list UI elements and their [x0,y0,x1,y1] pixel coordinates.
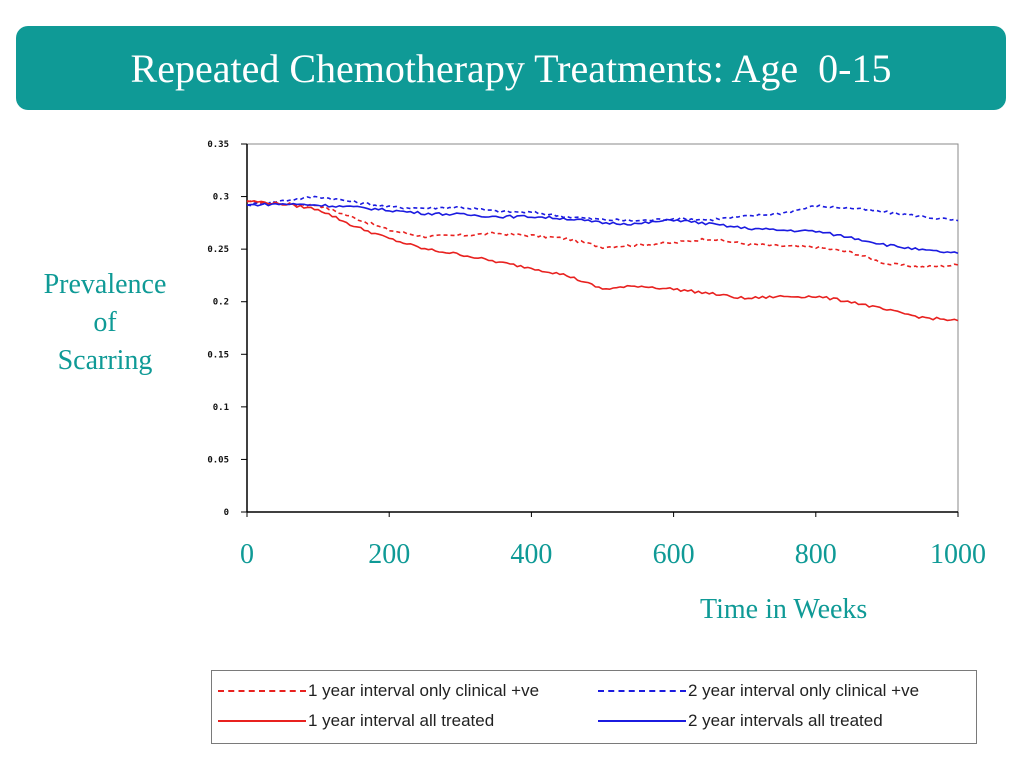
x-tick-label: 0 [240,539,254,570]
legend-item: 2 year intervals all treated [598,711,883,731]
legend-label: 1 year interval only clinical +ve [308,681,540,700]
legend-item: 2 year interval only clinical +ve [598,681,919,701]
legend-label: 2 year intervals all treated [688,711,883,730]
legend-label: 1 year interval all treated [308,711,495,730]
y-tick-label: 0.05 [207,455,229,465]
y-tick-label: 0.2 [213,298,229,308]
x-tick-label: 400 [510,539,553,570]
page-title: Repeated Chemotherapy Treatments: Age 0-… [130,45,892,91]
title-banner: Repeated Chemotherapy Treatments: Age 0-… [16,26,1006,110]
y-axis-title-line: Prevalence [43,269,167,300]
x-tick-label: 1000 [930,539,986,570]
legend-item: 1 year interval only clinical +ve [218,681,539,701]
line-chart: 0 0.05 0.1 0.15 0.2 0.25 0.3 0.35 [207,140,959,518]
y-axis-title: Prevalence of Scarring [20,266,190,380]
legend-swatch-blue-dashed [598,690,686,692]
x-tick-label: 600 [652,539,695,570]
series-line [246,200,959,269]
y-tick-label: 0 [224,508,229,518]
series-line [246,199,959,322]
legend-swatch-red-dashed [218,690,306,692]
plot-area [246,143,959,513]
y-tick-label: 0.35 [207,140,229,150]
y-axis-title-line: of [93,307,117,338]
y-tick-label: 0.25 [207,245,229,255]
y-tick-label: 0.15 [207,350,229,360]
x-axis-title: Time in Weeks [700,594,868,625]
x-tick-label: 200 [368,539,411,570]
x-tick-label: 800 [794,539,837,570]
y-tick-label: 0.3 [213,193,229,203]
y-axis-title-line: Scarring [57,345,153,376]
series-line [246,195,959,222]
chart-legend: 1 year interval only clinical +ve 2 year… [211,670,977,744]
legend-swatch-blue-solid [598,720,686,722]
legend-item: 1 year interval all treated [218,711,494,731]
legend-label: 2 year interval only clinical +ve [688,681,920,700]
legend-swatch-red-solid [218,720,306,722]
series-line [246,202,959,255]
y-tick-label: 0.1 [213,403,229,413]
